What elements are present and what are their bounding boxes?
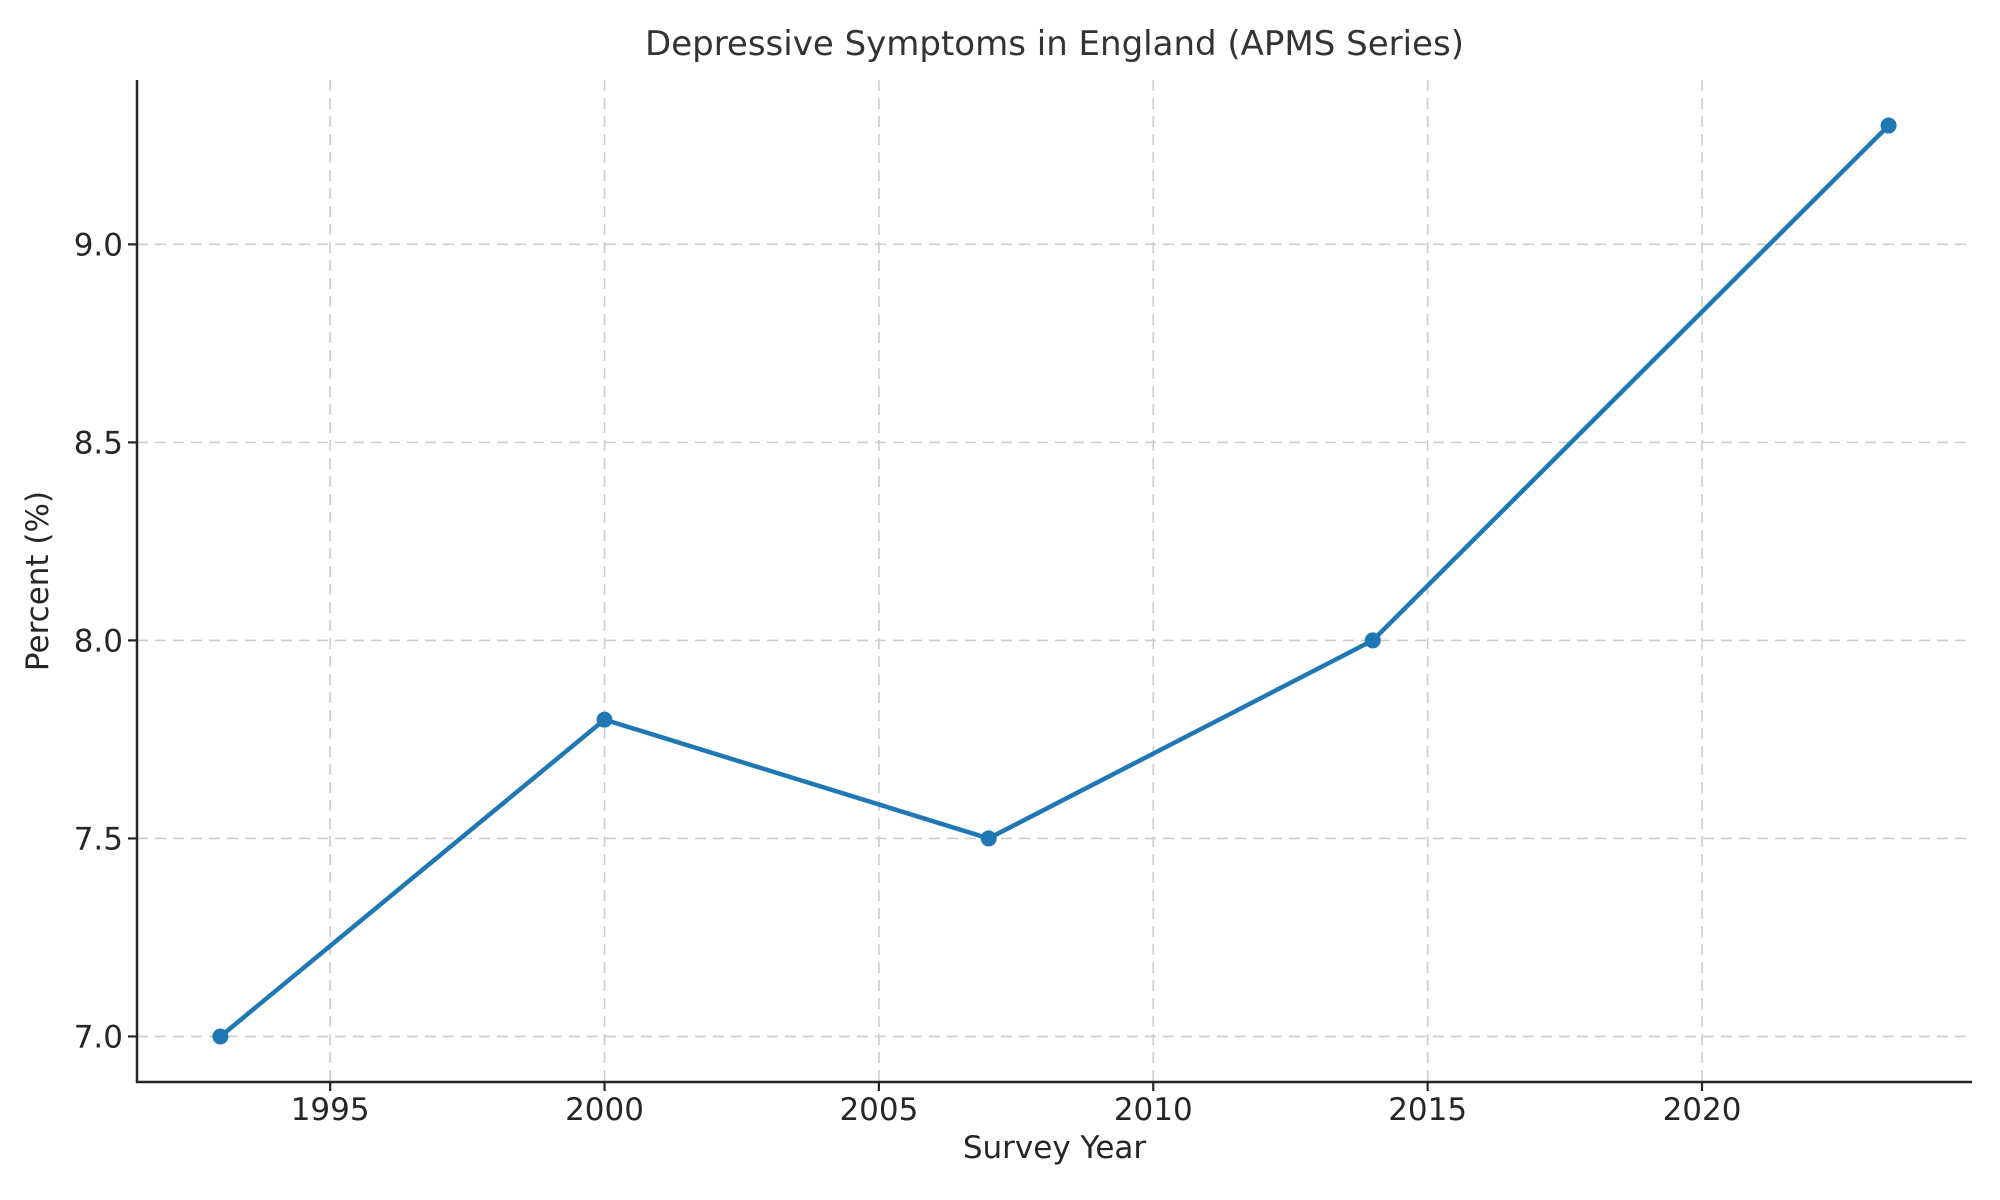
x-tick-label: 1995 — [291, 1092, 370, 1128]
data-point-marker — [212, 1028, 229, 1045]
x-tick-label: 2010 — [1114, 1092, 1193, 1128]
data-point-marker — [1364, 632, 1381, 649]
x-axis-label: Survey Year — [963, 1130, 1147, 1166]
y-axis-label: Percent (%) — [20, 491, 56, 671]
y-tick-label: 7.0 — [74, 1019, 123, 1055]
y-tick-label: 8.5 — [74, 425, 123, 461]
x-tick-label: 2000 — [565, 1092, 644, 1128]
y-tick-label: 7.5 — [74, 821, 123, 857]
data-point-marker — [1880, 117, 1897, 134]
y-tick-label: 9.0 — [74, 227, 123, 263]
data-line — [218, 123, 1891, 1039]
data-point-marker — [596, 711, 613, 728]
x-tick-label: 2015 — [1388, 1092, 1467, 1128]
axis-spines — [135, 80, 1972, 1084]
x-tick-label: 2005 — [839, 1092, 918, 1128]
x-tick-label: 2020 — [1663, 1092, 1742, 1128]
y-tick-label: 8.0 — [74, 623, 123, 659]
plot-area: 1995 2000 2005 2010 2015 2020 7.0 7.5 8.0 8.5 9.0 — [74, 80, 1972, 1128]
data-point-marker — [980, 830, 997, 847]
chart-title: Depressive Symptoms in England (APMS Ser… — [645, 24, 1464, 64]
